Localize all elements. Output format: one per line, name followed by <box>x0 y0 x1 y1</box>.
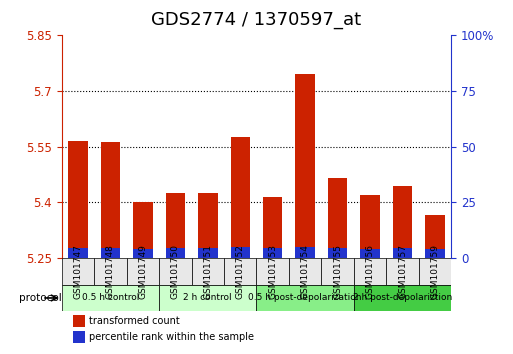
Text: GSM101757: GSM101757 <box>398 244 407 299</box>
FancyBboxPatch shape <box>354 285 451 311</box>
Bar <box>263 248 283 258</box>
Text: 0.5 h post-depolarization: 0.5 h post-depolarization <box>248 293 362 302</box>
FancyBboxPatch shape <box>94 258 127 285</box>
FancyBboxPatch shape <box>256 285 354 311</box>
Bar <box>166 248 185 258</box>
Bar <box>230 247 250 258</box>
FancyBboxPatch shape <box>289 258 322 285</box>
Bar <box>328 178 347 258</box>
Text: GSM101752: GSM101752 <box>236 244 245 299</box>
FancyBboxPatch shape <box>224 258 256 285</box>
Text: GSM101747: GSM101747 <box>73 244 82 299</box>
Bar <box>133 249 152 258</box>
Text: 2 h control: 2 h control <box>184 293 232 302</box>
Text: GSM101759: GSM101759 <box>431 244 440 299</box>
Text: transformed count: transformed count <box>89 316 180 326</box>
Bar <box>393 248 412 258</box>
Text: GSM101755: GSM101755 <box>333 244 342 299</box>
Text: GSM101751: GSM101751 <box>203 244 212 299</box>
Text: GDS2774 / 1370597_at: GDS2774 / 1370597_at <box>151 11 362 29</box>
Bar <box>198 248 218 258</box>
Bar <box>393 185 412 258</box>
Bar <box>263 197 283 258</box>
Text: 0.5 h control: 0.5 h control <box>82 293 139 302</box>
FancyBboxPatch shape <box>191 258 224 285</box>
FancyBboxPatch shape <box>354 258 386 285</box>
FancyBboxPatch shape <box>159 258 191 285</box>
Text: GSM101754: GSM101754 <box>301 244 310 299</box>
FancyBboxPatch shape <box>386 258 419 285</box>
Text: percentile rank within the sample: percentile rank within the sample <box>89 332 254 342</box>
Bar <box>101 248 120 258</box>
Bar <box>295 247 315 258</box>
FancyBboxPatch shape <box>322 258 354 285</box>
Text: GSM101750: GSM101750 <box>171 244 180 299</box>
FancyBboxPatch shape <box>419 258 451 285</box>
Bar <box>361 249 380 258</box>
Bar <box>68 248 88 258</box>
Bar <box>73 331 85 343</box>
Bar <box>68 141 88 258</box>
Bar <box>166 193 185 258</box>
FancyBboxPatch shape <box>62 258 94 285</box>
Bar <box>328 248 347 258</box>
FancyBboxPatch shape <box>256 258 289 285</box>
Bar <box>73 315 85 327</box>
Bar <box>361 195 380 258</box>
Bar <box>133 202 152 258</box>
Text: GSM101753: GSM101753 <box>268 244 277 299</box>
Bar <box>295 74 315 258</box>
Text: protocol: protocol <box>19 293 62 303</box>
Bar <box>425 215 445 258</box>
Text: 2 h post-depolariztion: 2 h post-depolariztion <box>353 293 452 302</box>
Text: GSM101748: GSM101748 <box>106 244 115 299</box>
FancyBboxPatch shape <box>62 285 159 311</box>
Bar <box>101 142 120 258</box>
Bar <box>230 137 250 258</box>
Bar <box>425 249 445 258</box>
Text: GSM101749: GSM101749 <box>139 244 147 299</box>
FancyBboxPatch shape <box>159 285 256 311</box>
Text: GSM101756: GSM101756 <box>366 244 374 299</box>
Bar <box>198 193 218 258</box>
FancyBboxPatch shape <box>127 258 159 285</box>
